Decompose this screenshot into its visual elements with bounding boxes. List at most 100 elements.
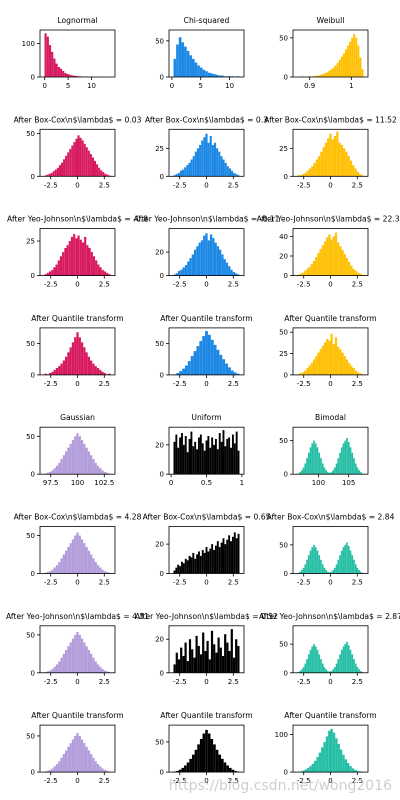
histogram-bar [219, 647, 222, 673]
y-tick-label: 0 [160, 769, 164, 777]
histogram-bar [359, 373, 362, 375]
histogram-bar [226, 539, 229, 574]
histogram-bar [59, 68, 63, 77]
histogram-bar [332, 470, 334, 475]
histogram-bar [213, 444, 215, 475]
x-tick-label: 0 [75, 281, 79, 289]
histogram-bar [324, 142, 328, 177]
histogram-bar [320, 151, 323, 177]
x-tick-label: -2.5 [297, 777, 311, 785]
histogram-bar [175, 273, 179, 276]
histogram-bar [334, 232, 338, 276]
histogram-panel: After Box-Cox\n$\lambda$ = 2.84 -2.5 0 2.5 0… [267, 513, 395, 587]
x-tick-label: 2.5 [352, 678, 363, 686]
histogram-bar [186, 661, 189, 673]
histogram-bar [213, 74, 216, 77]
panel-title: After Quantile transform [160, 314, 252, 323]
histogram-bar [96, 164, 99, 177]
histogram-bar [214, 438, 217, 475]
histogram-bar [193, 657, 196, 673]
histogram-bar [345, 151, 348, 177]
histogram-bar [104, 173, 107, 177]
histogram-bar [333, 667, 336, 673]
y-tick-label: 50 [26, 433, 35, 441]
histogram-bar [202, 336, 206, 375]
histogram-bar [53, 666, 56, 673]
histogram-bar [228, 767, 232, 773]
histogram-bar [230, 541, 232, 574]
histogram-bar [230, 269, 233, 276]
x-tick-label: 2.5 [228, 678, 239, 686]
y-tick-label: 0 [31, 272, 35, 280]
histogram-bar [210, 339, 214, 375]
histogram-bar [359, 273, 362, 276]
histogram-panel: After Box-Cox\n$\lambda$ = 0.03 -2.5 0 2.5 0… [14, 115, 142, 189]
histogram-panel: Weibull 0.9 1 0 50 [279, 16, 369, 90]
histogram-bar [354, 168, 357, 177]
histogram-bar [175, 434, 178, 475]
histogram-bar [300, 470, 303, 475]
panel-title: After Quantile transform [284, 711, 376, 720]
histogram-bar [304, 270, 307, 276]
histogram-bar [192, 156, 195, 177]
histogram-bar [55, 368, 59, 375]
histogram-bar [226, 438, 229, 475]
histogram-bar [85, 546, 88, 574]
histogram-bar [175, 174, 178, 177]
histogram-bar [332, 344, 335, 375]
histogram-bar [94, 366, 97, 375]
histogram-bar [181, 433, 183, 475]
histogram-bar [53, 567, 56, 574]
histogram-bar [177, 447, 180, 475]
histogram-bar [80, 342, 84, 375]
histogram-bar [186, 452, 189, 475]
histogram-bar [231, 769, 235, 773]
y-tick-label: 50 [155, 37, 164, 45]
histogram-bar [184, 365, 188, 375]
histogram-bar [208, 659, 211, 673]
histogram-bar [76, 631, 79, 673]
histogram-bar [327, 671, 329, 673]
histogram-bar [55, 465, 59, 475]
histogram-bar [333, 467, 336, 475]
panel-title: After Quantile transform [284, 314, 376, 323]
histogram-bar [230, 447, 232, 475]
histogram-bar [347, 545, 350, 574]
histogram-bar [190, 159, 193, 177]
histogram-bar [323, 742, 326, 773]
histogram-bar [205, 440, 208, 475]
histogram-bar [213, 344, 217, 375]
histogram-bar [74, 735, 77, 773]
histogram-bar [87, 150, 90, 177]
histogram-bar [306, 659, 308, 673]
histogram-bar [85, 646, 88, 673]
histogram-bar [92, 459, 95, 475]
histogram-bar [347, 441, 350, 475]
histogram-bar [191, 649, 194, 673]
histogram-bar [360, 571, 362, 574]
histogram-bar [66, 73, 69, 77]
histogram-bar [205, 547, 208, 574]
histogram-bar [337, 743, 340, 773]
x-tick-label: 5 [66, 82, 70, 90]
histogram-bar [181, 42, 185, 77]
histogram-bar [51, 768, 54, 773]
histogram-bar [340, 144, 344, 177]
histogram-bar [222, 359, 226, 375]
histogram-bar [97, 264, 100, 276]
histogram-bar [101, 470, 104, 475]
histogram-bar [199, 434, 202, 475]
histogram-bar [361, 274, 364, 276]
histogram-bar [190, 431, 193, 475]
histogram-bar [81, 242, 85, 276]
x-tick-label: 0 [75, 777, 79, 785]
histogram-bar [306, 767, 310, 773]
histogram-bar [207, 733, 211, 773]
histogram-bar [201, 550, 204, 574]
histogram-bar [61, 162, 64, 177]
histogram-bar [108, 175, 111, 177]
histogram-bar [67, 546, 70, 574]
histogram-bar [190, 557, 193, 574]
histogram-bar [203, 552, 206, 574]
x-tick-label: 0 [204, 181, 208, 189]
